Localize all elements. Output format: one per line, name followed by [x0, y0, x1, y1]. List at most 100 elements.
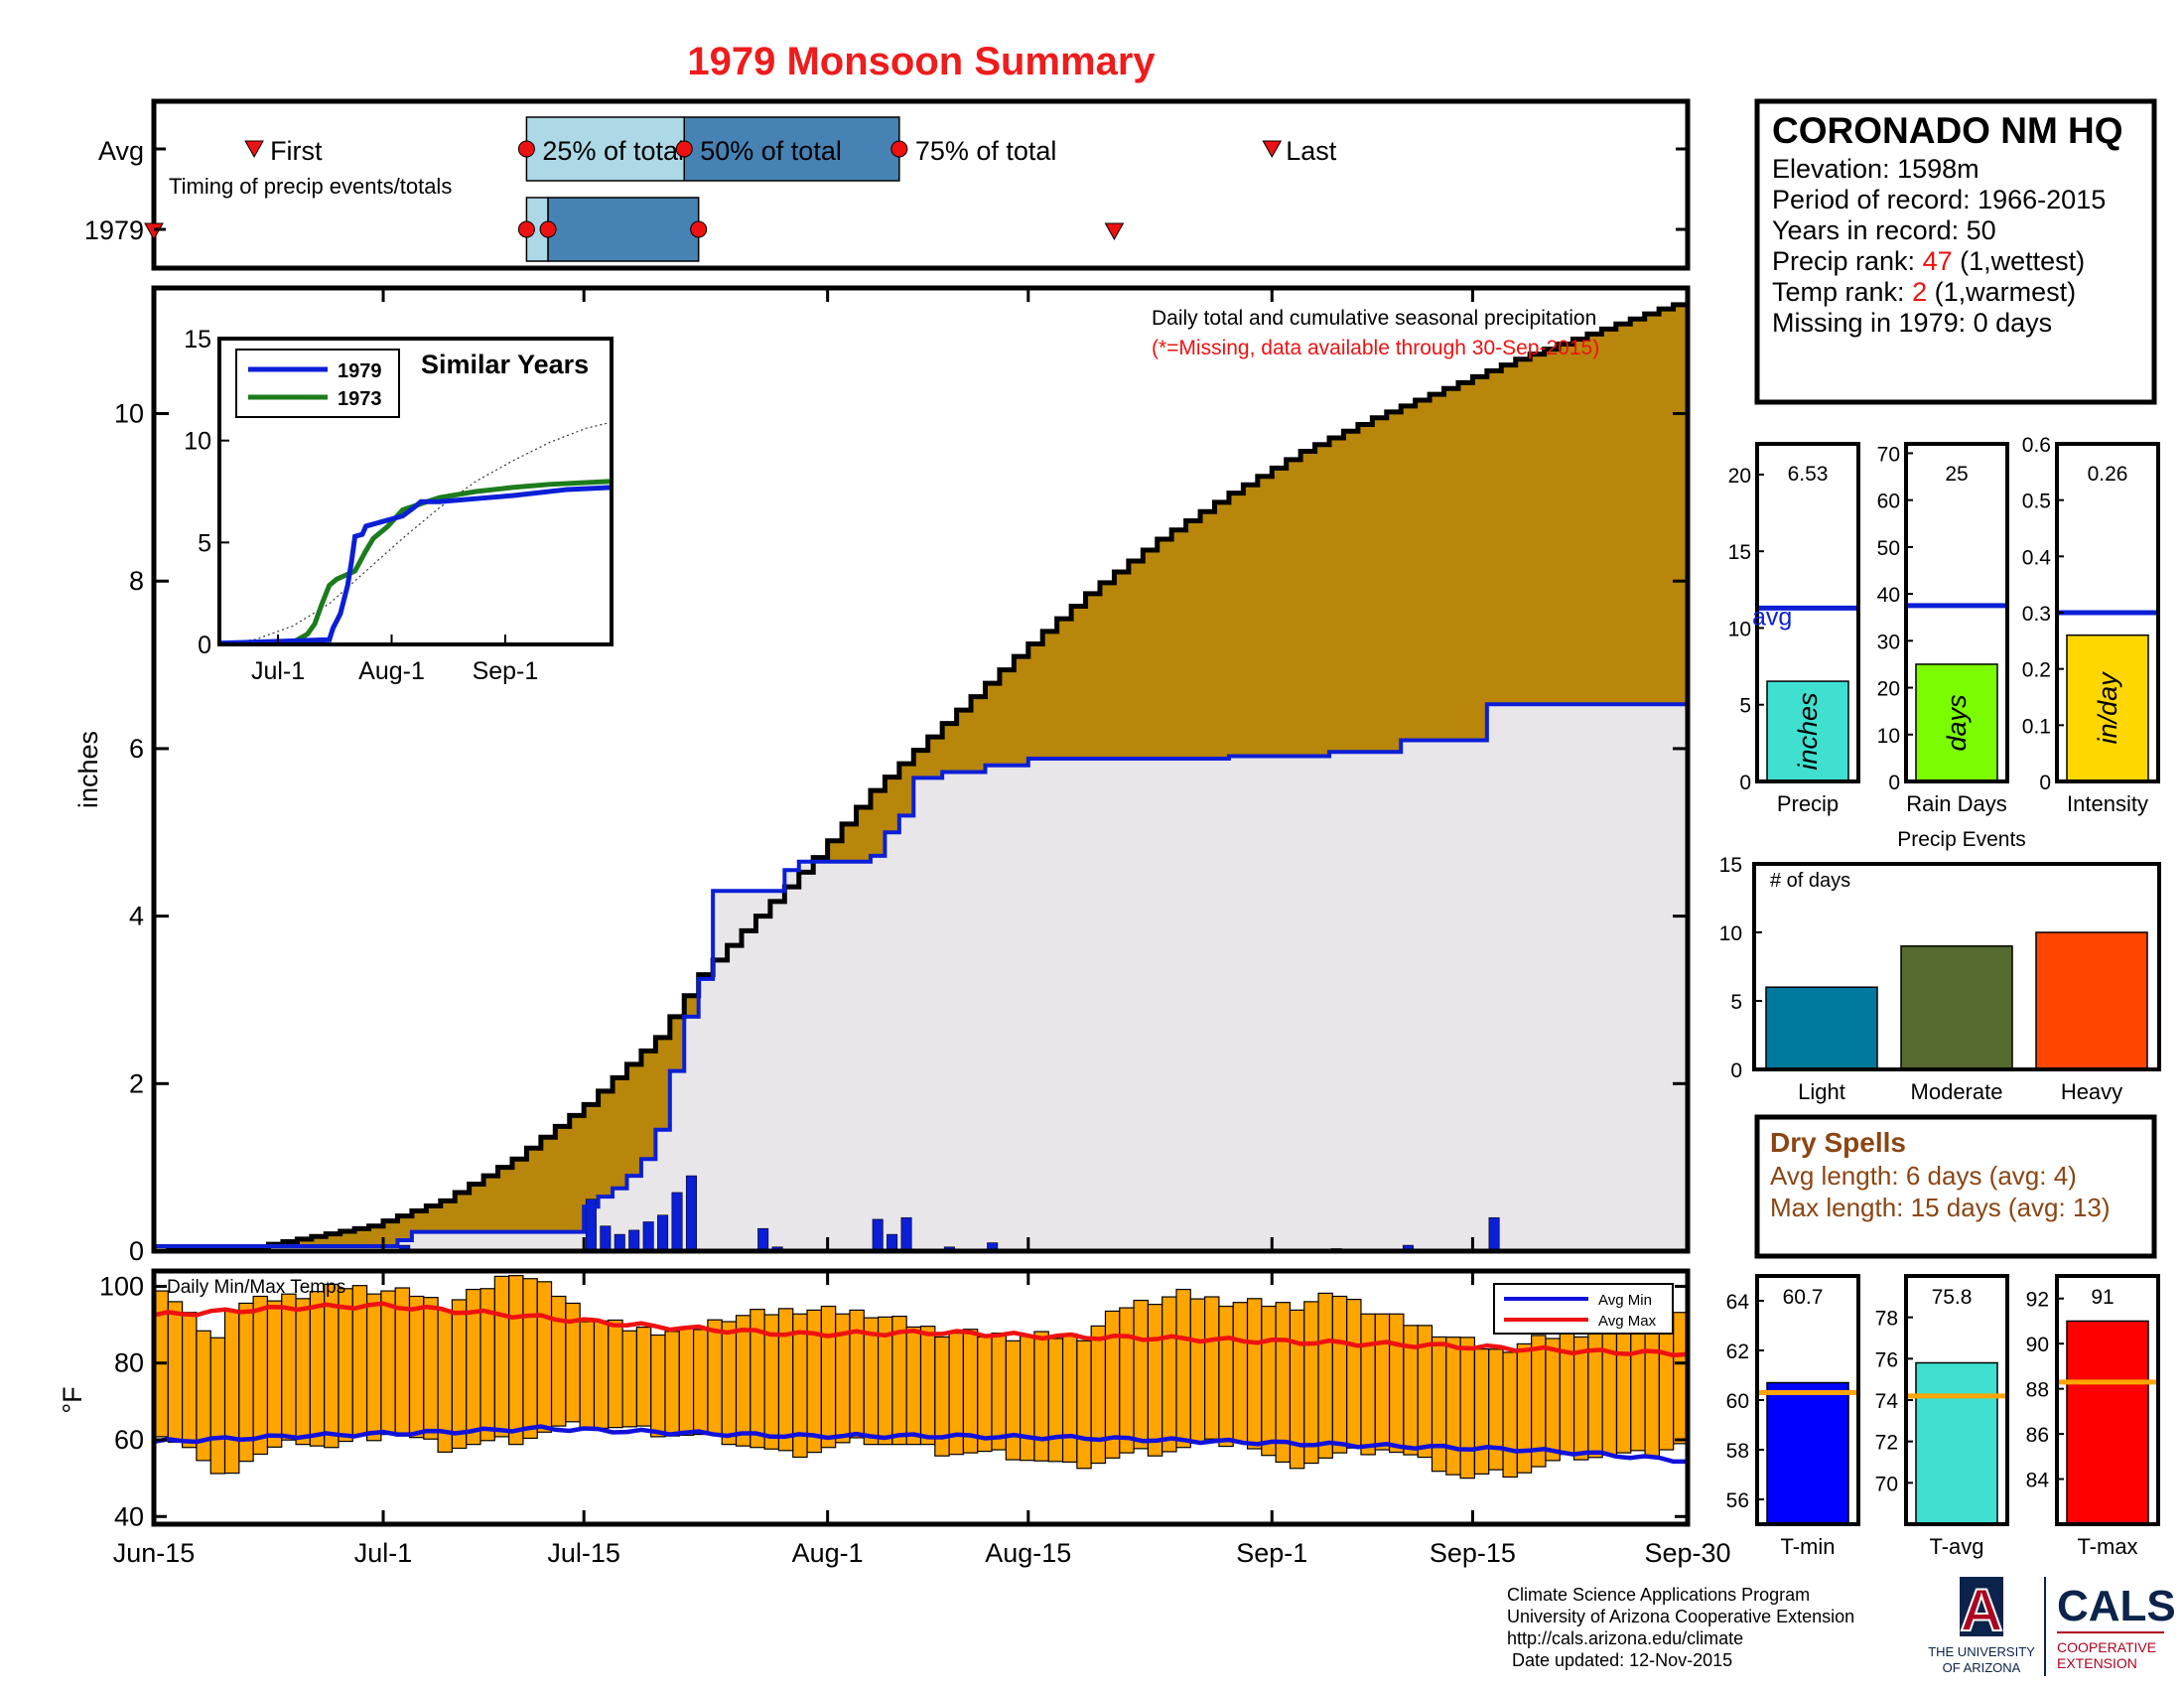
daily-temp-bar — [777, 1308, 794, 1452]
similar-years-inset: 0 5 10 15 Jul-1 Aug-1 Sep-1 Similar Years 1979… — [184, 326, 614, 685]
total-bar — [2066, 634, 2149, 782]
q75-label: 75% of total — [915, 136, 1057, 166]
daily-temp-bar — [1147, 1304, 1163, 1457]
total-panel-precip: 0 5 10 15 20 6.53 Precip inches avg — [1728, 442, 1860, 816]
daily-precip-bar — [614, 1233, 625, 1252]
temp-panel-label: T-max — [2077, 1534, 2137, 1559]
dry-spells-max: Max length: 15 days (avg: 13) — [1770, 1193, 2111, 1222]
total-ytick-label: 40 — [1877, 584, 1900, 607]
quantile-marker-Avg-2 — [890, 140, 908, 158]
daily-temp-bar — [891, 1315, 907, 1446]
temp-panel-value-label: 60.7 — [1783, 1286, 1824, 1309]
precip-main-panel: 0 2 4 6 8 10 Daily total and cumulative seaso… — [73, 285, 1691, 1266]
daily-temp-bar — [1218, 1305, 1234, 1448]
temp-rank-prefix: Temp rank: — [1772, 277, 1912, 307]
precip-rank-prefix: Precip rank: — [1772, 246, 1923, 276]
daily-temp-bar — [1175, 1288, 1191, 1449]
daily-temp-bar — [1303, 1301, 1319, 1465]
daily-precip-bar — [628, 1229, 640, 1252]
station-period: Period of record: 1966-2015 — [1772, 185, 2106, 214]
daily-precip-bar — [900, 1216, 912, 1252]
timing-box-lower-Avg — [525, 116, 686, 182]
total-unit-label: in/day — [2093, 671, 2122, 745]
season-totals-panels: 0 5 10 15 20 6.53 Precip inches avg 0 10 20 30 40 50 60… — [1728, 434, 2160, 816]
total-bar — [1915, 663, 1998, 782]
quantile-marker-1979-1 — [539, 220, 557, 238]
daily-temp-bar — [919, 1326, 936, 1446]
date-tick-label: Sep-15 — [1430, 1538, 1516, 1568]
temp-ylabel: °F — [58, 1386, 87, 1413]
daily-temp-bar — [721, 1321, 738, 1446]
daily-precip-bar — [657, 1214, 669, 1252]
daily-temp-bar — [593, 1320, 610, 1430]
temp-panel-ytick-label: 62 — [1726, 1340, 1749, 1363]
total-ytick-label: 15 — [1728, 541, 1751, 564]
daily-temp-bar — [1331, 1295, 1348, 1454]
inset-title: Similar Years — [421, 350, 589, 379]
daily-temp-bar — [1615, 1325, 1632, 1454]
total-avg-label: avg — [1752, 603, 1792, 631]
daily-temp-bar — [1061, 1333, 1078, 1464]
cals-logo-line-2: EXTENSION — [2057, 1655, 2137, 1671]
temp-panel-value-label: 75.8 — [1932, 1286, 1973, 1309]
total-panel-rain-days: 0 10 20 30 40 50 60 70 25 Rain Days days — [1877, 442, 2009, 816]
climatology-cumulative-line — [154, 300, 1691, 1254]
daily-temp-bar — [508, 1275, 524, 1446]
daily-precip-bar — [671, 1192, 683, 1252]
daily-temp-bar — [1317, 1292, 1333, 1459]
temp-ytick-label: 40 — [114, 1501, 144, 1531]
daily-temp-bar — [1658, 1318, 1675, 1451]
university-of-arizona-logo: A THE UNIVERSITY OF ARIZONA — [1928, 1576, 2035, 1675]
year-cumulative-line — [154, 702, 1688, 1248]
precip-ytick-label: 0 — [129, 1236, 144, 1266]
ua-logo-letter: A — [1960, 1577, 2002, 1643]
daily-temp-bar — [1445, 1337, 1461, 1476]
temp-panel-ytick-label: 92 — [2026, 1289, 2049, 1312]
daily-temp-bar — [1346, 1298, 1362, 1449]
daily-temp-bar — [664, 1331, 680, 1437]
daily-temp-bar — [1488, 1348, 1504, 1471]
quantile-marker-1979-0 — [517, 220, 535, 238]
dry-spells-title: Dry Spells — [1770, 1127, 1906, 1158]
date-tick-label: Sep-30 — [1644, 1538, 1730, 1568]
temp-panel-ytick-label: 60 — [1726, 1390, 1749, 1413]
daily-temp-bar — [579, 1321, 596, 1430]
precip-ytick-label: 4 — [129, 902, 144, 931]
daily-temp-bar — [635, 1327, 652, 1427]
daily-temp-bar — [1246, 1298, 1263, 1450]
temp-panel-ytick-label: 78 — [1875, 1308, 1898, 1331]
date-axis-labels: Jun-15 Jul-1 Jul-15 Aug-1 Aug-15 Sep-1 Sep-15 S… — [113, 1538, 1731, 1568]
station-precip-rank: Precip rank: 47 (1,wettest) — [1772, 246, 2085, 276]
daily-precip-bar — [642, 1221, 654, 1252]
total-unit-label: days — [1942, 694, 1972, 751]
inset-series-1979 — [218, 485, 613, 646]
temp-title: Daily Min/Max Temps — [167, 1277, 345, 1298]
station-missing: Missing in 1979: 0 days — [1772, 308, 2052, 338]
daily-precip-bar — [872, 1218, 884, 1252]
precip-events-panel: Precip Events Light Moderate Heavy 0 5 10 15 #… — [1719, 828, 2161, 1104]
quantile-marker-1979-2 — [690, 220, 708, 238]
daily-temp-bar — [1601, 1321, 1618, 1457]
daily-temp-bar — [423, 1297, 439, 1440]
daily-temp-bar — [309, 1291, 326, 1447]
ua-logo-line-2: OF ARIZONA — [1943, 1660, 2021, 1675]
precip-frame — [151, 285, 1691, 1254]
daily-temp-bar — [608, 1319, 623, 1429]
daily-temp-bar — [1033, 1331, 1049, 1462]
total-ytick-label: 0.2 — [2022, 659, 2051, 682]
last-event-marker-1979 — [1104, 222, 1125, 241]
daily-temp-bar — [324, 1283, 340, 1449]
daily-temp-bar — [1502, 1351, 1518, 1479]
date-tick-label: Jun-15 — [113, 1538, 196, 1568]
daily-temp-bar — [621, 1330, 637, 1428]
daily-temp-bar — [678, 1327, 695, 1436]
timing-boxes — [525, 116, 900, 262]
station-frame — [1754, 98, 2157, 405]
daily-precip-bar — [600, 1225, 612, 1252]
precip-ytick-label: 6 — [129, 734, 144, 764]
avg-min-line — [153, 1424, 1689, 1465]
precip-ytick-label: 2 — [129, 1068, 144, 1098]
station-years: Years in record: 50 — [1772, 215, 1996, 245]
temp-ytick-label: 100 — [99, 1271, 144, 1301]
event-bar-light — [1765, 986, 1878, 1070]
